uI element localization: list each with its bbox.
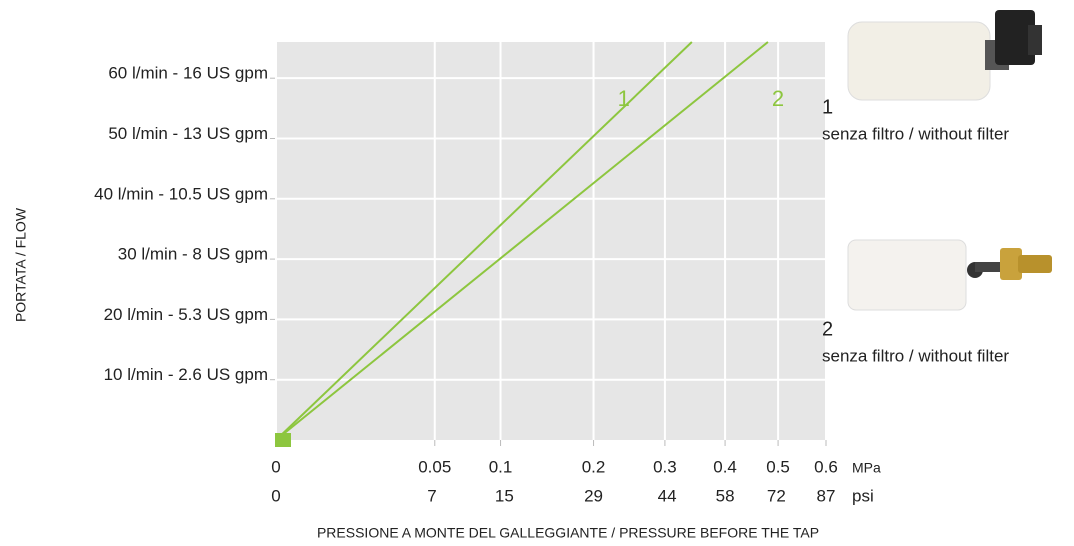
y-tick-label: 50 l/min - 13 US gpm	[108, 124, 268, 143]
y-axis-label: PORTATA / FLOW	[13, 207, 29, 322]
series-line	[275, 41, 693, 441]
y-tick-label: 10 l/min - 2.6 US gpm	[104, 365, 268, 384]
x-tick-label: 0.6	[814, 457, 838, 476]
x2-tick-label: 58	[716, 486, 735, 505]
x-tick-label: 0.1	[489, 457, 513, 476]
y-tick-label: 60 l/min - 16 US gpm	[108, 64, 268, 83]
y-tick-label: 20 l/min - 5.3 US gpm	[104, 305, 268, 324]
line-label: 2	[772, 86, 784, 111]
x2-tick-label: 87	[817, 486, 836, 505]
legend-number: 1	[822, 96, 833, 118]
product-image-2	[847, 239, 1052, 311]
plot-area	[276, 42, 826, 440]
x-axis-label: PRESSIONE A MONTE DEL GALLEGGIANTE / PRE…	[317, 525, 819, 541]
x2-tick-label: 44	[658, 486, 677, 505]
legend-text: senza filtro / without filter	[822, 346, 1009, 365]
x2-tick-label: 7	[427, 486, 436, 505]
legend-number: 2	[822, 318, 833, 340]
x2-tick-label: 0	[271, 486, 280, 505]
x-tick-label: 0.05	[418, 457, 451, 476]
x2-tick-label: 29	[584, 486, 603, 505]
origin-marker	[275, 433, 291, 447]
series-line	[275, 41, 769, 441]
x-tick-label: 0.2	[582, 457, 606, 476]
x2-tick-label: 15	[495, 486, 514, 505]
y-tick-label: 30 l/min - 8 US gpm	[118, 245, 268, 264]
x-tick-label: 0	[271, 457, 280, 476]
x-tick-label: 0.3	[653, 457, 677, 476]
y-tick-label: 40 l/min - 10.5 US gpm	[94, 184, 268, 203]
product-image-1	[847, 10, 1042, 101]
x-unit: MPa	[852, 460, 881, 476]
x-tick-label: 0.4	[713, 457, 737, 476]
x2-tick-label: 72	[767, 486, 786, 505]
x-tick-label: 0.5	[766, 457, 790, 476]
legend-text: senza filtro / without filter	[822, 124, 1009, 143]
x2-unit: psi	[852, 486, 874, 505]
line-label: 1	[618, 86, 630, 111]
